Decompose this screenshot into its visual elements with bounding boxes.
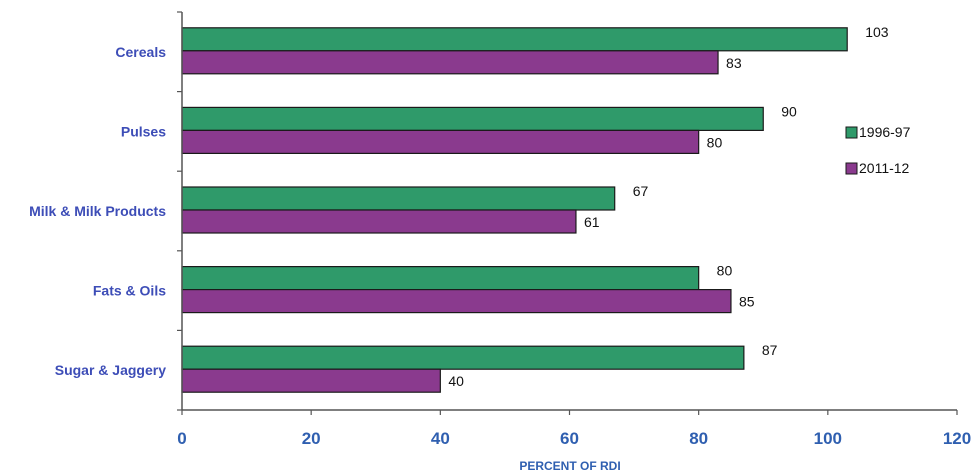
category-label: Fats & Oils xyxy=(93,283,166,299)
value-label: 80 xyxy=(707,134,723,150)
value-label: 83 xyxy=(726,55,742,71)
value-label: 80 xyxy=(717,263,733,279)
bar-2011-12-4 xyxy=(181,368,441,393)
x-tick-label: 20 xyxy=(302,429,321,448)
legend-swatch xyxy=(845,126,858,139)
x-axis-title: PERCENT OF RDI xyxy=(519,459,620,473)
x-tick-label: 80 xyxy=(689,429,708,448)
category-label: Pulses xyxy=(121,123,166,139)
x-tick-label: 60 xyxy=(560,429,579,448)
value-label: 90 xyxy=(781,103,797,119)
bar-2011-12-3 xyxy=(181,289,732,314)
legend-swatch xyxy=(845,162,858,175)
value-label: 87 xyxy=(762,342,778,358)
legend: 1996-97 2011-12 xyxy=(845,124,911,176)
value-label: 61 xyxy=(584,214,600,230)
category-label: Cereals xyxy=(115,44,166,60)
x-tick-labels-group: 0 20 40 60 80 100 120 xyxy=(177,429,971,448)
legend-label: 2011-12 xyxy=(859,160,910,176)
x-tick-label: 120 xyxy=(943,429,971,448)
bar-1996-97-4 xyxy=(181,345,745,370)
value-label: 67 xyxy=(633,183,649,199)
bar-2011-12-2 xyxy=(181,209,577,234)
value-label: 103 xyxy=(865,24,889,40)
axes-group xyxy=(177,11,958,415)
value-label: 85 xyxy=(739,294,755,310)
bar-2011-12-1 xyxy=(181,129,700,154)
x-tick-label: 100 xyxy=(814,429,842,448)
x-tick-label: 0 xyxy=(177,429,186,448)
bar-1996-97-1 xyxy=(181,106,764,132)
x-tick-label: 40 xyxy=(431,429,450,448)
value-label: 40 xyxy=(448,373,464,389)
category-labels-group: Cereals Pulses Milk & Milk Products Fats & … xyxy=(29,44,166,378)
legend-label: 1996-97 xyxy=(859,124,911,140)
category-label: Milk & Milk Products xyxy=(29,203,166,219)
bars-group xyxy=(181,27,848,393)
bar-1996-97-0 xyxy=(181,27,848,52)
bar-1996-97-3 xyxy=(181,266,700,291)
value-labels-group: 103 83 90 80 67 61 80 85 87 40 xyxy=(448,24,888,389)
category-label: Sugar & Jaggery xyxy=(55,362,166,378)
bar-1996-97-2 xyxy=(181,186,616,211)
bar-2011-12-0 xyxy=(181,50,719,75)
